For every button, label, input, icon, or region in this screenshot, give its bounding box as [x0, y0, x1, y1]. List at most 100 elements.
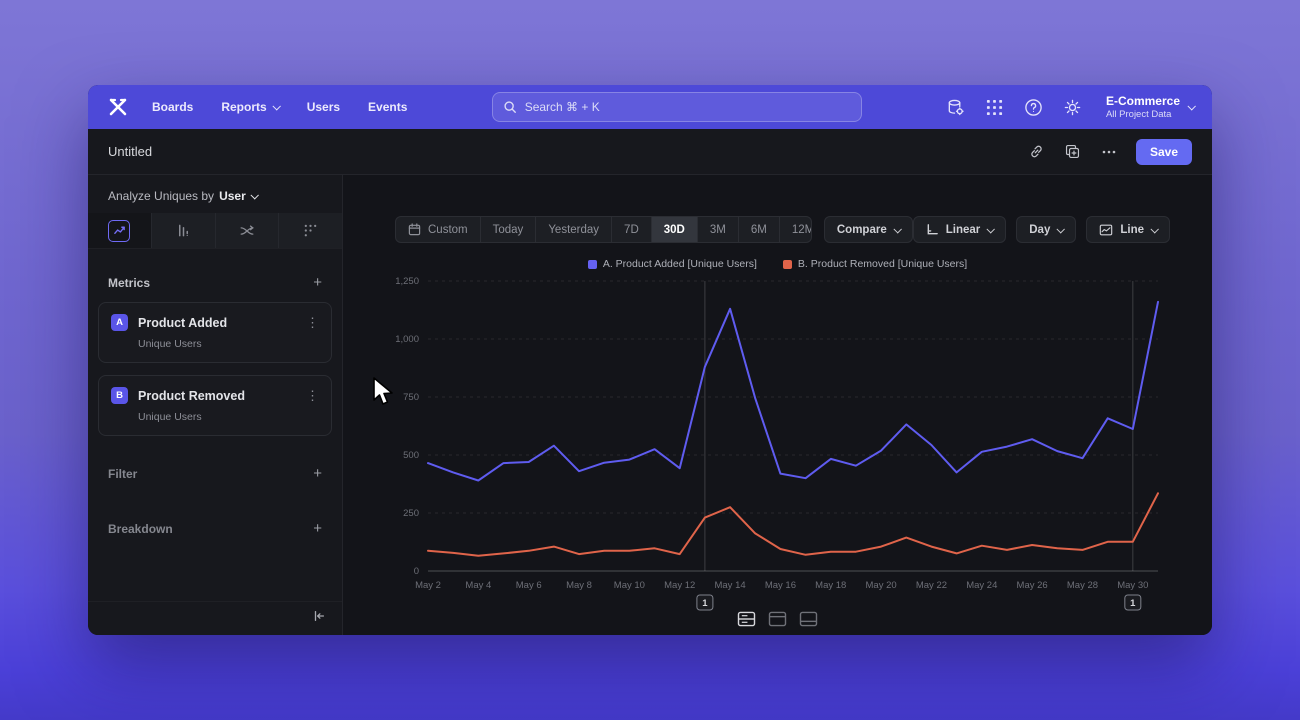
metric-measure[interactable]: Unique Users	[138, 338, 202, 350]
nav-label: Boards	[152, 100, 194, 114]
layout-toggles	[735, 609, 821, 629]
more-options-icon[interactable]	[1100, 143, 1118, 161]
metric-card-b[interactable]: B Product Removed ⋮ Unique Users	[98, 375, 332, 436]
interval-dropdown[interactable]: Day	[1016, 216, 1077, 243]
analyze-entity-dropdown[interactable]: User	[219, 189, 259, 203]
tab-insights[interactable]	[88, 213, 151, 248]
metric-menu-icon[interactable]: ⋮	[306, 387, 319, 403]
duplicate-icon[interactable]	[1064, 143, 1082, 161]
analyze-row: Analyze Uniques by User	[88, 175, 342, 213]
mixpanel-logo-icon[interactable]	[106, 95, 130, 119]
project-text: E-Commerce All Project Data	[1106, 94, 1180, 120]
annotation-marker[interactable]	[1124, 594, 1142, 611]
report-title[interactable]: Untitled	[108, 144, 153, 159]
range-yesterday[interactable]: Yesterday	[536, 217, 613, 242]
collapse-sidebar-icon[interactable]	[312, 609, 326, 628]
range-12m[interactable]: 12M	[780, 217, 811, 242]
annotation-label: 1	[1130, 598, 1136, 609]
range-7d[interactable]: 7D	[612, 217, 652, 242]
layout-chart-view-button[interactable]	[766, 609, 790, 629]
add-filter-button[interactable]: +	[313, 465, 322, 482]
y-tick-label: 1,000	[395, 334, 419, 345]
sidebar-footer	[88, 601, 342, 635]
range-3m[interactable]: 3M	[698, 217, 739, 242]
main-area: Analyze Uniques by User	[88, 175, 1212, 635]
metric-name: Product Added	[138, 315, 228, 330]
settings-gear-icon[interactable]	[1063, 98, 1082, 117]
chart-panel: Custom Today Yesterday 7D 30D 3M 6M 12M …	[343, 175, 1212, 635]
help-icon[interactable]	[1024, 98, 1043, 117]
range-label: 3M	[709, 223, 726, 236]
project-scope: All Project Data	[1105, 109, 1172, 120]
range-today[interactable]: Today	[481, 217, 537, 242]
scale-dropdown[interactable]: Linear	[912, 216, 1007, 243]
scale-label: Linear	[945, 223, 981, 236]
metric-measure[interactable]: Unique Users	[138, 411, 202, 423]
range-label: 7D	[624, 223, 639, 236]
legend-label: A. Product Added [Unique Users]	[602, 258, 757, 270]
compare-button[interactable]: Compare	[823, 216, 913, 243]
titlebar-actions: Save	[1028, 138, 1192, 165]
annotation-label: 1	[702, 598, 708, 609]
add-metric-button[interactable]: +	[313, 274, 322, 291]
analyze-prefix: Analyze Uniques by	[108, 189, 215, 203]
y-tick-label: 1,250	[395, 276, 419, 287]
date-range-segmented: Custom Today Yesterday 7D 30D 3M 6M 12M	[395, 216, 812, 243]
metric-menu-icon[interactable]: ⋮	[306, 314, 319, 330]
range-custom[interactable]: Custom	[396, 217, 481, 242]
legend-item-b[interactable]: B. Product Removed [Unique Users]	[782, 258, 967, 270]
layout-table-view-button[interactable]	[797, 609, 821, 629]
legend-item-a[interactable]: A. Product Added [Unique Users]	[587, 258, 757, 270]
search-icon	[504, 101, 516, 113]
report-titlebar: Untitled Save	[88, 129, 1212, 175]
breakdown-label: Breakdown	[108, 521, 173, 536]
chart-controls: Custom Today Yesterday 7D 30D 3M 6M 12M …	[395, 216, 1170, 243]
x-tick-label: May 16	[765, 580, 796, 591]
report-type-tabs	[88, 213, 342, 249]
nav-item-users[interactable]: Users	[307, 100, 340, 114]
metric-badge-b: B	[111, 387, 128, 404]
series-line[interactable]	[427, 300, 1159, 482]
metric-badge-a: A	[111, 314, 128, 331]
nav-item-reports[interactable]: Reports	[221, 100, 281, 114]
layout-split-view-button[interactable]	[735, 609, 759, 629]
tab-funnels[interactable]	[150, 213, 215, 248]
legend-swatch-b	[782, 259, 792, 269]
metric-row: B Product Removed ⋮	[111, 387, 319, 404]
breakdown-section-header: Breakdown +	[108, 521, 322, 536]
chevron-down-icon	[1150, 224, 1159, 234]
nav-item-boards[interactable]: Boards	[152, 100, 193, 114]
x-tick-label: May 20	[866, 580, 897, 591]
search-input[interactable]: Search ⌘ + K	[491, 92, 862, 122]
range-label: 6M	[750, 223, 767, 236]
nav-label: Events	[368, 100, 408, 114]
data-management-icon[interactable]	[946, 98, 965, 117]
add-breakdown-button[interactable]: +	[313, 520, 322, 537]
project-name: E-Commerce	[1105, 94, 1180, 108]
annotation-marker[interactable]	[696, 594, 714, 611]
metric-card-a[interactable]: A Product Added ⋮ Unique Users	[98, 302, 332, 363]
legend-swatch-a	[587, 259, 597, 269]
chevron-down-icon	[1056, 224, 1066, 234]
tab-retention[interactable]	[278, 213, 342, 248]
project-selector[interactable]: E-Commerce All Project Data	[1106, 94, 1196, 120]
insights-line-chart[interactable]: 0 250 500 750 1,000 1,250 May 2 May 4 May 6 May 8…	[368, 271, 1178, 621]
x-tick-label: May 30	[1117, 580, 1148, 591]
filter-label: Filter	[108, 466, 138, 481]
apps-grid-icon[interactable]	[985, 98, 1004, 117]
range-6m[interactable]: 6M	[739, 217, 780, 242]
analyze-entity-value: User	[219, 189, 246, 203]
series-line[interactable]	[427, 492, 1159, 557]
x-tick-label: May 18	[815, 580, 846, 591]
range-30d[interactable]: 30D	[651, 217, 698, 242]
metrics-header-label: Metrics	[108, 275, 151, 290]
nav-item-events[interactable]: Events	[368, 100, 407, 114]
save-button[interactable]: Save	[1135, 138, 1192, 165]
tab-flows[interactable]	[214, 213, 279, 248]
chart-type-dropdown[interactable]: Line	[1086, 216, 1170, 243]
chart-type-label: Line	[1120, 223, 1144, 236]
share-link-icon[interactable]	[1028, 143, 1046, 161]
x-tick-label: May 4	[465, 580, 491, 591]
metrics-section-header: Metrics +	[108, 275, 322, 290]
retention-dots-icon	[304, 224, 317, 237]
